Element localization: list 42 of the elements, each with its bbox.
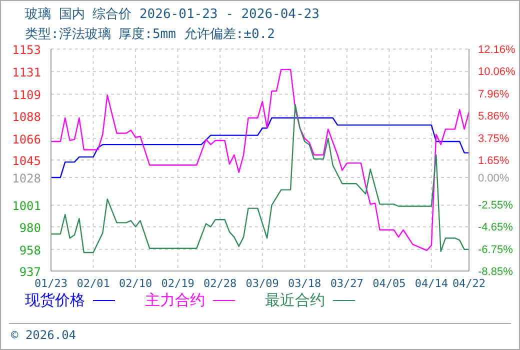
y2-tick-label: 3.75% — [478, 132, 510, 145]
y2-tick-label: -2.55% — [478, 199, 514, 212]
y-tick-label: 1066 — [12, 132, 41, 146]
x-tick-label: 03/27 — [330, 276, 364, 290]
y-tick-label: 1153 — [12, 43, 41, 57]
y-tick-label: 980 — [19, 220, 41, 235]
y2-tick-label: 1.65% — [478, 155, 510, 168]
y2-tick-label: 12.16% — [478, 44, 516, 56]
x-tick-label: 01/23 — [34, 276, 68, 290]
legend-label: 现货价格 — [25, 291, 85, 310]
line-series — [51, 104, 469, 254]
x-tick-label: 02/19 — [161, 276, 194, 290]
line-series — [51, 117, 469, 178]
chart-subtitle: 类型:浮法玻璃 厚度:5mm 允许偏差:±0.2 — [25, 26, 275, 43]
x-tick-label: 02/28 — [204, 276, 237, 290]
y2-tick-label: -8.85% — [478, 266, 514, 278]
y2-tick-label: 5.86% — [478, 110, 510, 123]
x-tick-label: 04/22 — [452, 276, 486, 290]
y-tick-label: 1028 — [12, 171, 41, 186]
y-tick-label: 1088 — [12, 110, 41, 124]
x-tick-label: 03/18 — [288, 276, 322, 290]
legend-label: 最近合约 — [265, 291, 325, 310]
y2-tick-label: 7.96% — [478, 88, 510, 100]
y-tick-label: 1045 — [12, 154, 41, 168]
y-tick-label: 1109 — [12, 88, 41, 102]
y-tick-label: 1131 — [12, 66, 41, 80]
x-tick-label: 02/01 — [76, 276, 110, 290]
y-tick-label: 1001 — [12, 199, 41, 214]
text: © 2026.04 — [11, 328, 76, 342]
y-tick-label: 937 — [19, 265, 41, 279]
y2-tick-label: -6.75% — [478, 244, 514, 256]
x-tick-label: 02/10 — [118, 276, 152, 290]
x-tick-label: 04/05 — [372, 276, 406, 290]
legend-label: 主力合约 — [145, 291, 205, 310]
y2-tick-label: -4.65% — [478, 222, 514, 234]
x-tick-label: 04/14 — [414, 276, 448, 290]
chart-title: 玻璃 国内 综合价 2026-01-23 - 2026-04-23 — [25, 6, 320, 23]
x-tick-label: 03/09 — [246, 276, 279, 290]
line-series — [51, 68, 469, 252]
y2-tick-label: 10.06% — [478, 66, 516, 78]
y-tick-label: 958 — [19, 243, 41, 258]
y2-tick-label: 0.00% — [478, 172, 510, 184]
